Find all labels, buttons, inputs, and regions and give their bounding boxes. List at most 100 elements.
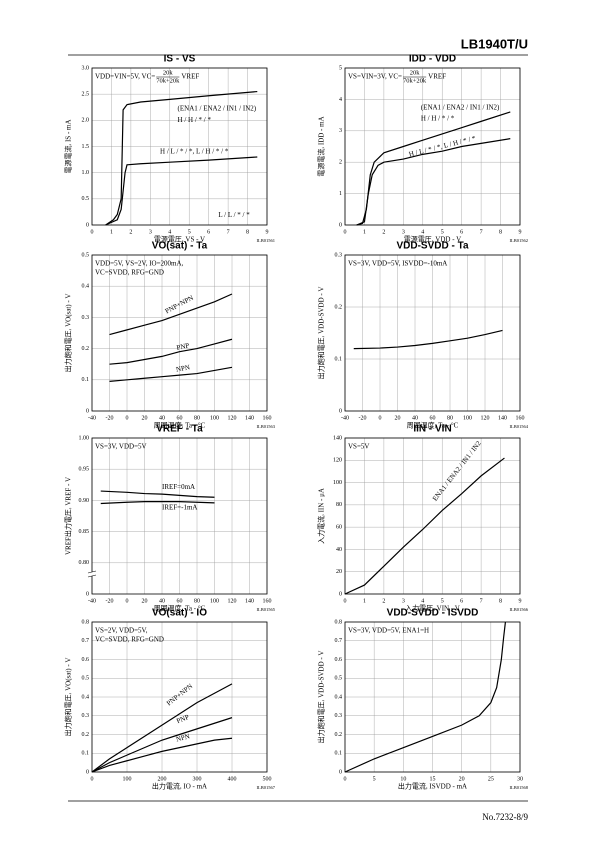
y-axis-label: 出力飽和電圧, VDD-SVDD - V — [317, 287, 326, 380]
chart: VO(sat) - IO 0 0.1 0.2 0.3 0.4 0.5 0.6 0.7 0.8 0 10… — [64, 608, 276, 791]
series-line — [105, 90, 258, 226]
x-tick-label: 0 — [126, 598, 129, 604]
x-tick-label: 100 — [123, 776, 132, 782]
series-label: NPN — [175, 732, 191, 743]
fraction-denominator: 70k+20k — [156, 77, 180, 84]
chart-code: ILB01563 — [257, 424, 276, 429]
y-tick-label: 0.6 — [82, 657, 90, 663]
x-tick-label: 8 — [499, 229, 502, 235]
chart-title: IDD - VDD — [409, 54, 456, 65]
conditions: VS=3V, VDD=5V, ISVDD=-10mA — [348, 260, 447, 268]
series-line — [91, 683, 233, 773]
chart-title: VREF - Ta — [156, 424, 203, 435]
x-tick-label: 20 — [142, 415, 148, 421]
y-tick-label: 0.5 — [82, 196, 90, 202]
y-axis-label: 電源電流, IDD - mA — [317, 116, 326, 176]
x-tick-label: 120 — [228, 415, 237, 421]
plot-frame — [91, 621, 268, 773]
series-line — [109, 338, 233, 365]
series-line — [356, 111, 511, 226]
y-tick-label: 80 — [336, 502, 342, 508]
y-tick-label: 0 — [86, 591, 89, 597]
x-tick-label: 400 — [228, 776, 237, 782]
conditions: VS=3V, VDD=5V, ENA1=H — [348, 627, 429, 635]
chart-code: ILB01566 — [510, 607, 529, 612]
x-tick-label: 40 — [159, 415, 165, 421]
y-tick-label: 0.5 — [335, 676, 343, 682]
y-tick-label: 0.8 — [335, 619, 343, 625]
x-axis-label: 電源電圧, VS - V — [154, 235, 205, 244]
chart-title: VO(sat) - IO — [152, 608, 207, 619]
series-line — [356, 138, 511, 226]
x-tick-label: 15 — [430, 776, 436, 782]
x-tick-label: 7 — [480, 229, 483, 235]
y-tick-label: 0.3 — [82, 713, 90, 719]
y-tick-label: 2.0 — [82, 118, 90, 124]
y-tick-label: 0.1 — [82, 751, 90, 757]
y-tick-label: 0.1 — [335, 751, 343, 757]
y-axis-label: 出力飽和電圧, VDD-SVDD - V — [317, 651, 326, 744]
x-tick-label: 0 — [344, 229, 347, 235]
chart: VO(sat) - Ta 0 0.1 0.2 0.3 0.4 0.5 -40 -20 0 20 40 6… — [64, 241, 276, 430]
y-tick-label: 20 — [336, 569, 342, 575]
chart-code: ILB01567 — [257, 785, 276, 790]
conditions: VREF — [428, 73, 446, 81]
y-axis-label: 入力電流, IIN - μA — [317, 488, 326, 544]
series-label: IREF=0mA — [162, 483, 195, 491]
conditions: VS=5V — [348, 443, 369, 451]
chart-title: IS - VS — [164, 54, 196, 65]
y-tick-label: 0.80 — [79, 560, 90, 566]
y-tick-label: 0.4 — [82, 284, 90, 290]
y-tick-label: 0.8 — [82, 619, 90, 625]
annotation: (ENA1 / ENA2 / IN1 / IN2) — [421, 103, 500, 111]
y-tick-label: 3.0 — [82, 65, 90, 71]
plot-frame — [344, 67, 521, 226]
chart-title: VDD-SVDD - ISVDD — [387, 608, 479, 619]
series-line — [100, 490, 215, 498]
x-axis-label: 入力電圧, VIN - V — [405, 604, 460, 613]
y-tick-label: 0.85 — [79, 529, 90, 535]
x-tick-label: 60 — [177, 598, 183, 604]
x-tick-label: 80 — [194, 415, 200, 421]
x-tick-label: 100 — [210, 598, 219, 604]
x-tick-label: 8 — [499, 598, 502, 604]
conditions: VDD=5V, VS=2V, IO=200mA, — [95, 260, 184, 268]
series-line — [109, 366, 233, 382]
y-tick-label: 120 — [333, 458, 342, 464]
series-line — [105, 156, 258, 226]
series-line — [344, 457, 505, 595]
conditions: VS=2V, VDD=5V, — [95, 627, 148, 635]
y-tick-label: 3 — [339, 128, 342, 134]
x-tick-label: 160 — [263, 598, 272, 604]
x-tick-label: 6 — [460, 598, 463, 604]
annotation: H / L / * / *, L / H / * / * — [160, 147, 229, 155]
y-tick-label: 0.3 — [335, 713, 343, 719]
conditions: VC=SVDD, RFG=GND — [95, 636, 164, 644]
x-axis-label: 出力電流, IO - mA — [152, 782, 207, 791]
x-tick-label: 5 — [441, 229, 444, 235]
conditions: VS=3V, VDD=5V — [95, 443, 147, 451]
x-tick-label: 80 — [447, 415, 453, 421]
y-tick-label: 0 — [339, 222, 342, 228]
x-tick-label: 200 — [158, 776, 167, 782]
x-tick-label: 40 — [412, 415, 418, 421]
y-tick-label: 0.3 — [335, 252, 343, 258]
annotation: L / L / * / * — [218, 211, 250, 219]
annotation: ENA1 / ENA2 / IN1 / IN2 — [431, 439, 483, 503]
x-tick-label: 0 — [126, 415, 129, 421]
chart-title: IIN - VIN — [413, 424, 451, 435]
y-tick-label: 1.0 — [82, 170, 90, 176]
x-tick-label: 10 — [400, 776, 406, 782]
series-line — [100, 501, 215, 505]
y-axis-label: 出力飽和電圧, VO(sat) - V — [64, 658, 73, 737]
series-line — [353, 329, 503, 350]
y-tick-label: 1.00 — [79, 435, 90, 441]
y-tick-label: 0.2 — [82, 732, 90, 738]
x-tick-label: 0 — [91, 776, 94, 782]
x-axis-label: 周囲温度, Ta - °C — [407, 421, 459, 430]
x-tick-label: 80 — [194, 598, 200, 604]
chart-code: ILB01565 — [257, 607, 276, 612]
x-tick-label: 6 — [460, 229, 463, 235]
chart-code: ILB01568 — [510, 785, 529, 790]
